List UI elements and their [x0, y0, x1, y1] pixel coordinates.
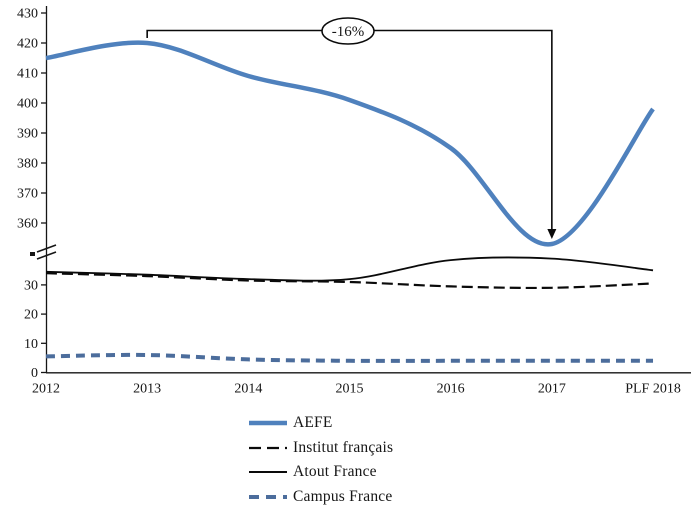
legend-swatch-atout-france	[249, 471, 287, 474]
series-line-campus-france	[45, 352, 654, 363]
y-tick-label: 410	[17, 67, 38, 82]
y-tick-label: 10	[24, 337, 38, 352]
legend-label-aefe: AEFE	[293, 414, 333, 432]
x-tick-label: 2017	[538, 382, 566, 397]
y-tick-label: 360	[17, 217, 38, 232]
legend-item-campus-france: Campus France	[248, 485, 393, 510]
series-line-institut-francais	[45, 272, 654, 290]
x-tick-label: 2014	[234, 382, 262, 397]
y-tick-label: 380	[17, 157, 38, 172]
annotation-ellipse	[321, 17, 375, 45]
x-tick-label: 2015	[336, 382, 364, 397]
legend-item-aefe: AEFE	[248, 411, 393, 436]
x-tick-label: PLF 2018	[625, 382, 681, 397]
y-tick-label: 400	[17, 97, 38, 112]
y-tick-label: 30	[24, 278, 38, 293]
legend-swatch-campus-france	[249, 494, 287, 499]
y-tick-label: 20	[24, 308, 38, 323]
legend-label-atout-france: Atout France	[293, 463, 377, 481]
y-tick-label: 390	[17, 127, 38, 142]
y-tick-label: 370	[17, 187, 38, 202]
legend-item-institut-francais: Institut français	[248, 436, 393, 461]
y-axis: 430 420 410 400 390 380 370 360 30 20 10 0	[17, 6, 48, 381]
series-line-atout-france	[45, 256, 654, 282]
legend-swatch-institut-francais	[249, 446, 287, 449]
x-tick-label: 2016	[437, 382, 465, 397]
x-tick-label: 2012	[32, 382, 60, 397]
legend-label-campus-france: Campus France	[293, 487, 393, 505]
arrow-down-icon	[547, 229, 557, 239]
y-tick-label: 430	[17, 7, 38, 22]
series-line-aefe	[45, 40, 655, 247]
decline-annotation: -16%	[146, 17, 557, 239]
legend-label-institut-francais: Institut français	[293, 438, 394, 456]
y-tick-label: 420	[17, 37, 38, 52]
chart-legend: AEFE Institut français Atout France Camp…	[248, 411, 393, 509]
axis-break-icon	[30, 244, 57, 260]
x-axis: 2012 2013 2014 2015 2016 2017 PLF 2018	[32, 372, 691, 397]
legend-swatch-aefe	[249, 421, 287, 426]
legend-item-atout-france: Atout France	[248, 460, 393, 485]
x-tick-label: 2013	[133, 382, 161, 397]
y-tick-label: 0	[31, 366, 38, 381]
annotation-label: -16%	[332, 24, 365, 40]
